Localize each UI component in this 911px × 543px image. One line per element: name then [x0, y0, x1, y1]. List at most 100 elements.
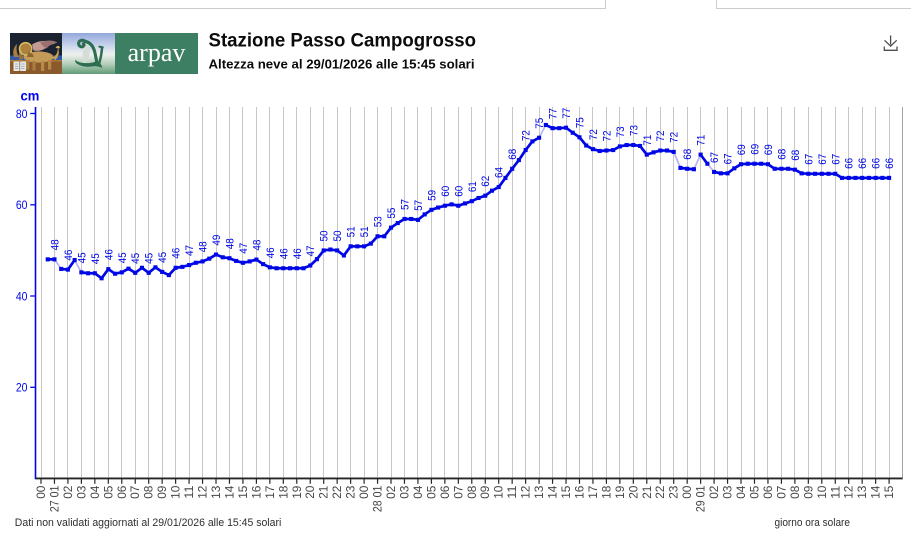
svg-text:03: 03 [722, 486, 735, 499]
svg-text:11: 11 [183, 486, 196, 499]
svg-text:48: 48 [198, 241, 210, 252]
svg-text:23: 23 [345, 486, 358, 499]
svg-text:10: 10 [493, 485, 506, 499]
svg-text:72: 72 [601, 131, 613, 142]
svg-text:46: 46 [103, 249, 115, 260]
svg-text:13: 13 [533, 486, 546, 499]
svg-text:47: 47 [305, 246, 317, 257]
svg-text:05: 05 [748, 485, 761, 499]
svg-text:48: 48 [49, 239, 61, 250]
svg-text:20: 20 [16, 381, 28, 395]
svg-text:06: 06 [439, 486, 452, 499]
svg-text:14: 14 [870, 485, 883, 499]
svg-text:08: 08 [143, 486, 156, 499]
svg-text:66: 66 [871, 158, 883, 169]
svg-text:46: 46 [265, 247, 277, 258]
svg-text:62: 62 [480, 176, 492, 187]
svg-text:28 01: 28 01 [372, 486, 385, 512]
svg-text:67: 67 [803, 154, 815, 165]
svg-text:60: 60 [440, 186, 452, 197]
svg-text:02: 02 [385, 486, 398, 499]
svg-text:57: 57 [413, 200, 425, 211]
svg-text:22: 22 [654, 486, 667, 499]
svg-text:72: 72 [521, 130, 533, 141]
svg-text:51: 51 [359, 226, 371, 237]
svg-text:03: 03 [75, 486, 88, 499]
svg-text:18: 18 [277, 486, 290, 499]
svg-text:46: 46 [278, 248, 290, 259]
svg-text:03: 03 [398, 486, 411, 499]
svg-text:23: 23 [668, 486, 681, 499]
svg-text:69: 69 [749, 144, 761, 155]
svg-text:19: 19 [614, 486, 627, 499]
svg-text:80: 80 [16, 107, 28, 121]
svg-text:09: 09 [479, 486, 492, 499]
svg-text:04: 04 [735, 485, 748, 499]
svg-text:Stazione Passo Campogrosso: Stazione Passo Campogrosso [209, 29, 477, 51]
svg-text:02: 02 [708, 486, 721, 499]
svg-text:61: 61 [467, 181, 479, 192]
svg-text:48: 48 [224, 238, 236, 249]
svg-text:66: 66 [844, 158, 856, 169]
svg-text:07: 07 [452, 486, 465, 499]
svg-text:11: 11 [506, 486, 519, 499]
svg-text:04: 04 [89, 485, 102, 499]
svg-text:Dati non validati aggiornati a: Dati non validati aggiornati al 29/01/20… [15, 517, 282, 529]
svg-text:50: 50 [319, 230, 331, 241]
svg-text:75: 75 [574, 117, 586, 128]
svg-text:72: 72 [588, 129, 600, 140]
svg-text:72: 72 [669, 132, 681, 143]
svg-text:20: 20 [304, 485, 317, 499]
svg-text:47: 47 [184, 245, 196, 256]
svg-text:48: 48 [251, 240, 263, 251]
svg-text:16: 16 [573, 486, 586, 499]
svg-text:50: 50 [332, 230, 344, 241]
svg-text:68: 68 [682, 149, 694, 160]
svg-text:46: 46 [292, 248, 304, 259]
svg-text:13: 13 [210, 486, 223, 499]
svg-text:00: 00 [358, 485, 371, 499]
svg-text:05: 05 [102, 485, 115, 499]
svg-text:71: 71 [642, 135, 654, 146]
svg-text:67: 67 [830, 154, 842, 165]
svg-text:05: 05 [425, 485, 438, 499]
svg-text:07: 07 [775, 486, 788, 499]
svg-text:69: 69 [736, 144, 748, 155]
svg-text:15: 15 [883, 485, 896, 499]
svg-text:60: 60 [16, 198, 28, 212]
svg-text:giorno ora solare: giorno ora solare [775, 517, 851, 529]
svg-text:17: 17 [587, 486, 600, 499]
svg-text:45: 45 [130, 253, 142, 264]
svg-text:45: 45 [90, 253, 102, 264]
svg-text:72: 72 [655, 131, 667, 142]
svg-text:12: 12 [520, 486, 533, 499]
svg-text:12: 12 [843, 486, 856, 499]
svg-text:45: 45 [76, 252, 88, 263]
svg-text:64: 64 [494, 167, 506, 178]
svg-text:17: 17 [264, 486, 277, 499]
svg-text:47: 47 [238, 243, 250, 254]
svg-text:45: 45 [157, 252, 169, 263]
svg-text:45: 45 [144, 253, 156, 264]
svg-text:73: 73 [628, 125, 640, 136]
svg-text:20: 20 [627, 485, 640, 499]
svg-text:06: 06 [116, 486, 129, 499]
svg-text:00: 00 [35, 485, 48, 499]
svg-text:60: 60 [453, 186, 465, 197]
svg-text:29 01: 29 01 [695, 486, 708, 512]
svg-text:13: 13 [856, 486, 869, 499]
svg-text:71: 71 [696, 135, 708, 146]
svg-text:77: 77 [561, 108, 573, 119]
svg-text:55: 55 [386, 208, 398, 219]
svg-text:22: 22 [331, 486, 344, 499]
svg-text:10: 10 [170, 485, 183, 499]
svg-text:02: 02 [62, 486, 75, 499]
svg-text:21: 21 [641, 486, 654, 499]
svg-text:08: 08 [789, 486, 802, 499]
svg-text:53: 53 [373, 216, 385, 227]
svg-text:09: 09 [156, 486, 169, 499]
svg-text:68: 68 [776, 149, 788, 160]
svg-text:66: 66 [884, 158, 896, 169]
svg-text:66: 66 [857, 158, 869, 169]
svg-text:Altezza neve al 29/01/2026 all: Altezza neve al 29/01/2026 alle 15:45 so… [209, 56, 475, 71]
